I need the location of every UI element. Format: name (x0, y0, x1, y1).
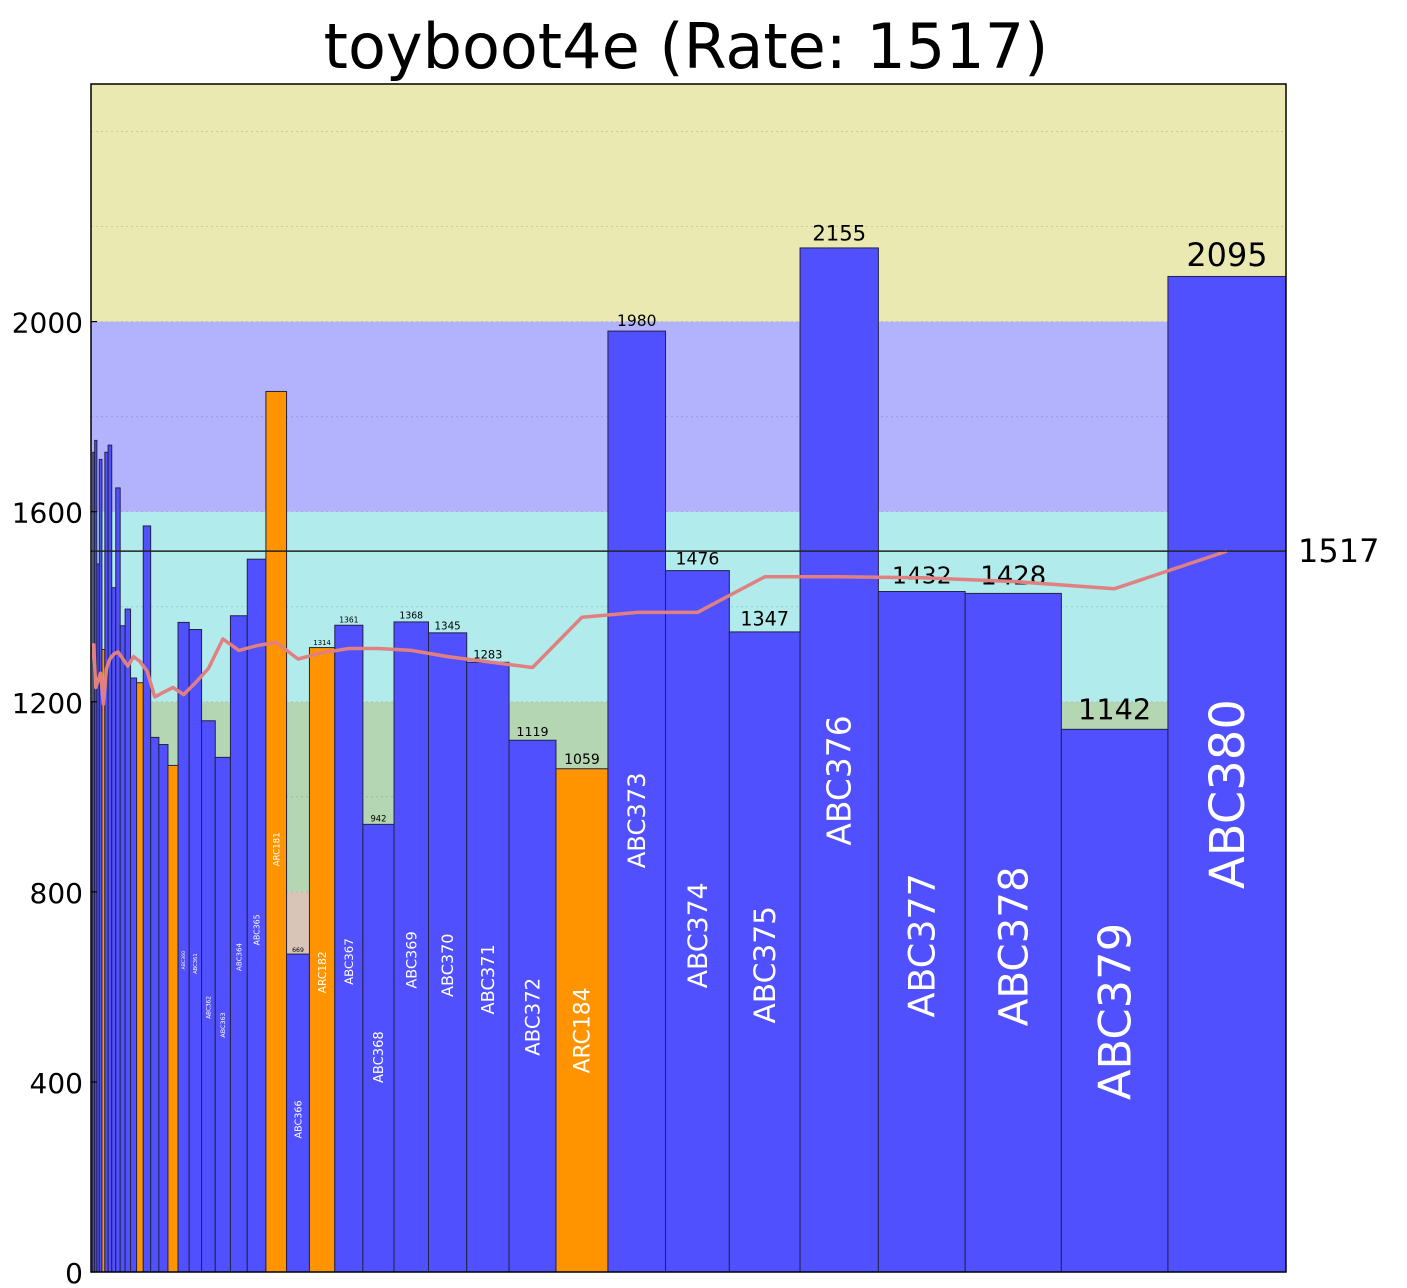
value-label-abc380: 2095 (1186, 236, 1267, 274)
contest-label-arc184: ARC184 (571, 987, 596, 1073)
contest-label-abc370: ABC370 (438, 933, 457, 996)
bar-contest-12 (130, 677, 138, 1273)
y-tick-label-1200: 1200 (12, 687, 83, 720)
contest-label-abc379: ABC379 (1088, 923, 1141, 1100)
value-label-abc366: 669 (292, 947, 304, 954)
value-label-abc378: 1428 (980, 562, 1046, 592)
bar-arc181 (265, 390, 288, 1273)
bar-contest-17 (167, 764, 179, 1273)
bar-abc371 (466, 661, 510, 1273)
value-label-arc184: 1059 (564, 752, 600, 768)
contest-label-arc182: ARC182 (316, 951, 329, 993)
value-label-abc369: 1368 (399, 611, 423, 622)
bar-contest-16 (158, 744, 169, 1273)
bar-abc376 (799, 247, 879, 1273)
y-axis: 0 400 800 1200 1600 2000 (12, 307, 97, 1288)
bar-contest-10 (119, 625, 126, 1273)
y-tick-label-2000: 2000 (12, 307, 83, 340)
rating-line (90, 549, 1228, 706)
contest-label-abc363: ABC363 (219, 1012, 227, 1037)
bar-abc380 (1167, 275, 1287, 1273)
bar-abc361 (188, 629, 203, 1273)
current-rate-marker: 1517 (91, 532, 1379, 570)
y-tick-label-400: 400 (30, 1067, 83, 1100)
contest-label-abc367: ABC367 (342, 938, 356, 985)
chart-title: toyboot4e (Rate: 1517) (324, 10, 1049, 83)
y-tick-label-800: 800 (30, 877, 83, 910)
contest-label-abc378: ABC378 (990, 866, 1037, 1026)
bar-abc374 (665, 570, 730, 1273)
value-label-abc370: 1345 (434, 620, 460, 632)
contest-label-abc360: ABC360 (181, 951, 187, 970)
value-label-abc373: 1980 (617, 312, 657, 330)
bar-contest-7 (107, 444, 113, 1273)
y-tick-label-0: 0 (65, 1257, 83, 1288)
rank-band-4 (91, 321, 1286, 512)
value-label-abc368: 942 (370, 813, 386, 823)
bar-arc184 (555, 768, 609, 1273)
rating-polyline (90, 549, 1228, 706)
value-label-abc372: 1119 (516, 724, 548, 739)
contest-bars (90, 247, 1287, 1273)
contest-label-abc373: ABC373 (623, 773, 651, 869)
value-label-arc182: 1314 (313, 639, 330, 647)
contest-label-abc366: ABC366 (293, 1100, 304, 1138)
value-label-abc376: 2155 (812, 221, 866, 246)
contest-label-abc371: ABC371 (478, 944, 499, 1014)
bar-labels: ABC360 ABC361 ABC362 ABC363 ABC364 ABC365 ARC1… (181, 221, 1267, 1139)
contest-label-abc374: ABC374 (683, 882, 714, 988)
bar-abc375 (728, 631, 801, 1273)
contest-label-abc361: ABC361 (193, 953, 199, 974)
contest-label-abc375: ABC375 (748, 906, 783, 1024)
contest-label-arc181: ARC181 (272, 832, 282, 866)
value-label-abc367: 1361 (339, 616, 358, 625)
contest-label-abc365: ABC365 (252, 914, 261, 945)
y-tick-label-1600: 1600 (12, 497, 83, 530)
value-label-abc371: 1283 (473, 647, 502, 661)
bar-contest-8 (111, 587, 117, 1273)
current-rate-label: 1517 (1298, 532, 1379, 570)
contest-label-abc364: ABC364 (234, 943, 243, 971)
bar-contest-15 (150, 736, 160, 1273)
bar-contest-13 (136, 682, 144, 1273)
plot-frame (90, 83, 1287, 1273)
contest-label-abc376: ABC376 (820, 715, 859, 845)
bar-abc360 (177, 621, 190, 1273)
value-label-abc374: 1476 (676, 550, 720, 570)
bar-contest-11 (124, 608, 132, 1273)
bar-contest-14 (142, 525, 152, 1273)
bar-contest-9 (115, 487, 121, 1273)
bar-abc379 (1060, 728, 1169, 1273)
contest-label-abc380: ABC380 (1200, 699, 1256, 889)
bar-abc367 (334, 624, 364, 1273)
rank-band-5 (91, 84, 1286, 322)
value-label-abc379: 1142 (1078, 692, 1151, 726)
value-label-abc377: 1432 (892, 561, 952, 589)
contest-label-abc377: ABC377 (901, 873, 944, 1017)
bar-abc372 (508, 739, 557, 1273)
contest-label-abc362: ABC362 (206, 996, 212, 1019)
contest-label-abc372: ABC372 (521, 978, 544, 1056)
bar-abc373 (607, 330, 667, 1273)
value-label-abc375: 1347 (740, 607, 789, 630)
contest-label-abc369: ABC369 (404, 931, 420, 988)
bar-abc377 (877, 591, 966, 1273)
bar-arc182 (308, 647, 336, 1273)
contest-label-abc368: ABC368 (372, 1031, 387, 1083)
bar-abc378 (964, 592, 1062, 1273)
